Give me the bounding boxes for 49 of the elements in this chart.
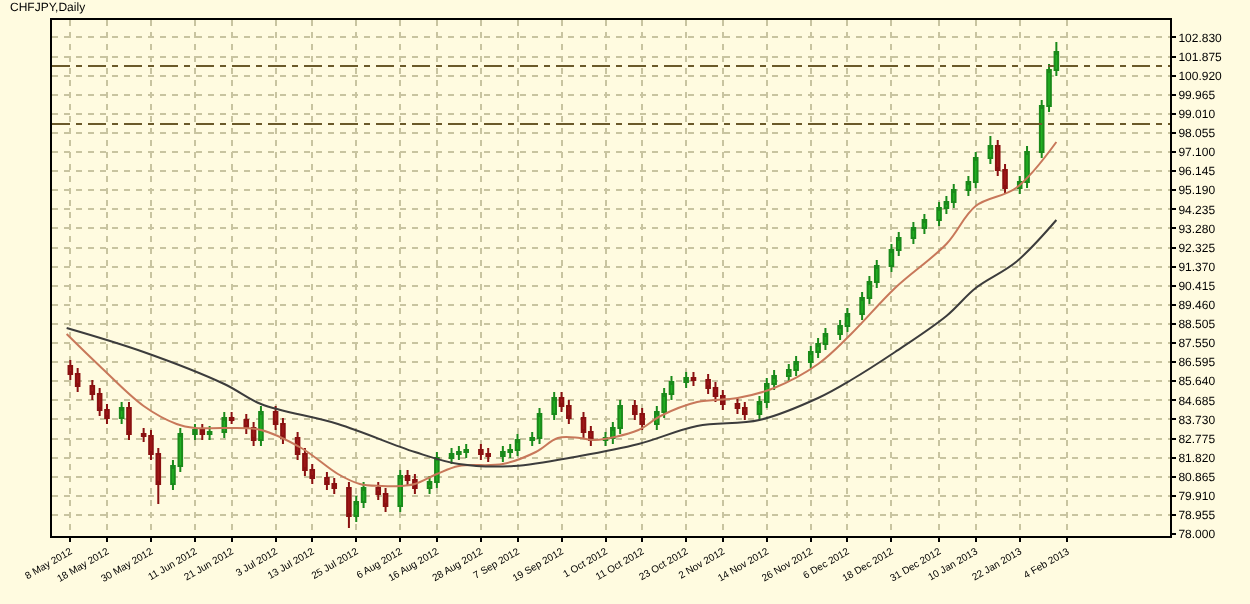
candlestick <box>118 401 125 425</box>
candlestick <box>1024 145 1030 189</box>
line-series <box>65 219 1058 468</box>
candlestick <box>221 411 228 439</box>
candlestick <box>228 411 235 425</box>
candlestick <box>987 135 994 165</box>
candlestick <box>258 405 264 447</box>
candlestick <box>822 327 829 351</box>
candlestick <box>206 425 213 441</box>
candlestick <box>690 371 697 387</box>
candlestick <box>742 401 748 421</box>
candlestick <box>551 391 557 421</box>
candlestick <box>712 381 719 403</box>
candlestick <box>793 355 799 377</box>
candlestick <box>514 433 521 457</box>
candlestick <box>448 447 455 465</box>
candlestick <box>950 183 957 209</box>
candlestick <box>639 407 645 431</box>
candlestick <box>74 367 81 393</box>
candlestick <box>478 443 484 461</box>
candlestick <box>785 363 792 383</box>
candlestick <box>910 221 917 245</box>
candlestick <box>96 387 103 417</box>
candlestick <box>683 371 689 389</box>
candlestick <box>382 487 389 513</box>
candlestick <box>734 397 741 415</box>
candlestick <box>346 481 352 529</box>
candlestick <box>456 445 462 461</box>
candlestick <box>705 373 711 395</box>
candlestick <box>536 407 543 445</box>
candlestick <box>921 213 928 235</box>
candlestick <box>192 423 198 441</box>
candlestick <box>199 423 206 441</box>
candlestick <box>126 401 132 441</box>
candlestick <box>463 443 469 459</box>
candlestick <box>807 345 814 369</box>
candlestick <box>566 399 572 425</box>
candlestick <box>972 151 979 189</box>
candlestick <box>500 445 506 463</box>
candlestick <box>324 471 330 491</box>
candlestick <box>404 469 411 487</box>
candlestick <box>485 447 491 463</box>
candlestick <box>331 477 338 495</box>
candlestick <box>936 201 942 227</box>
candlestick <box>844 307 851 333</box>
candlestick <box>580 411 587 439</box>
candlestick <box>243 413 250 435</box>
candlestick <box>397 469 404 513</box>
line-series <box>65 141 1058 488</box>
